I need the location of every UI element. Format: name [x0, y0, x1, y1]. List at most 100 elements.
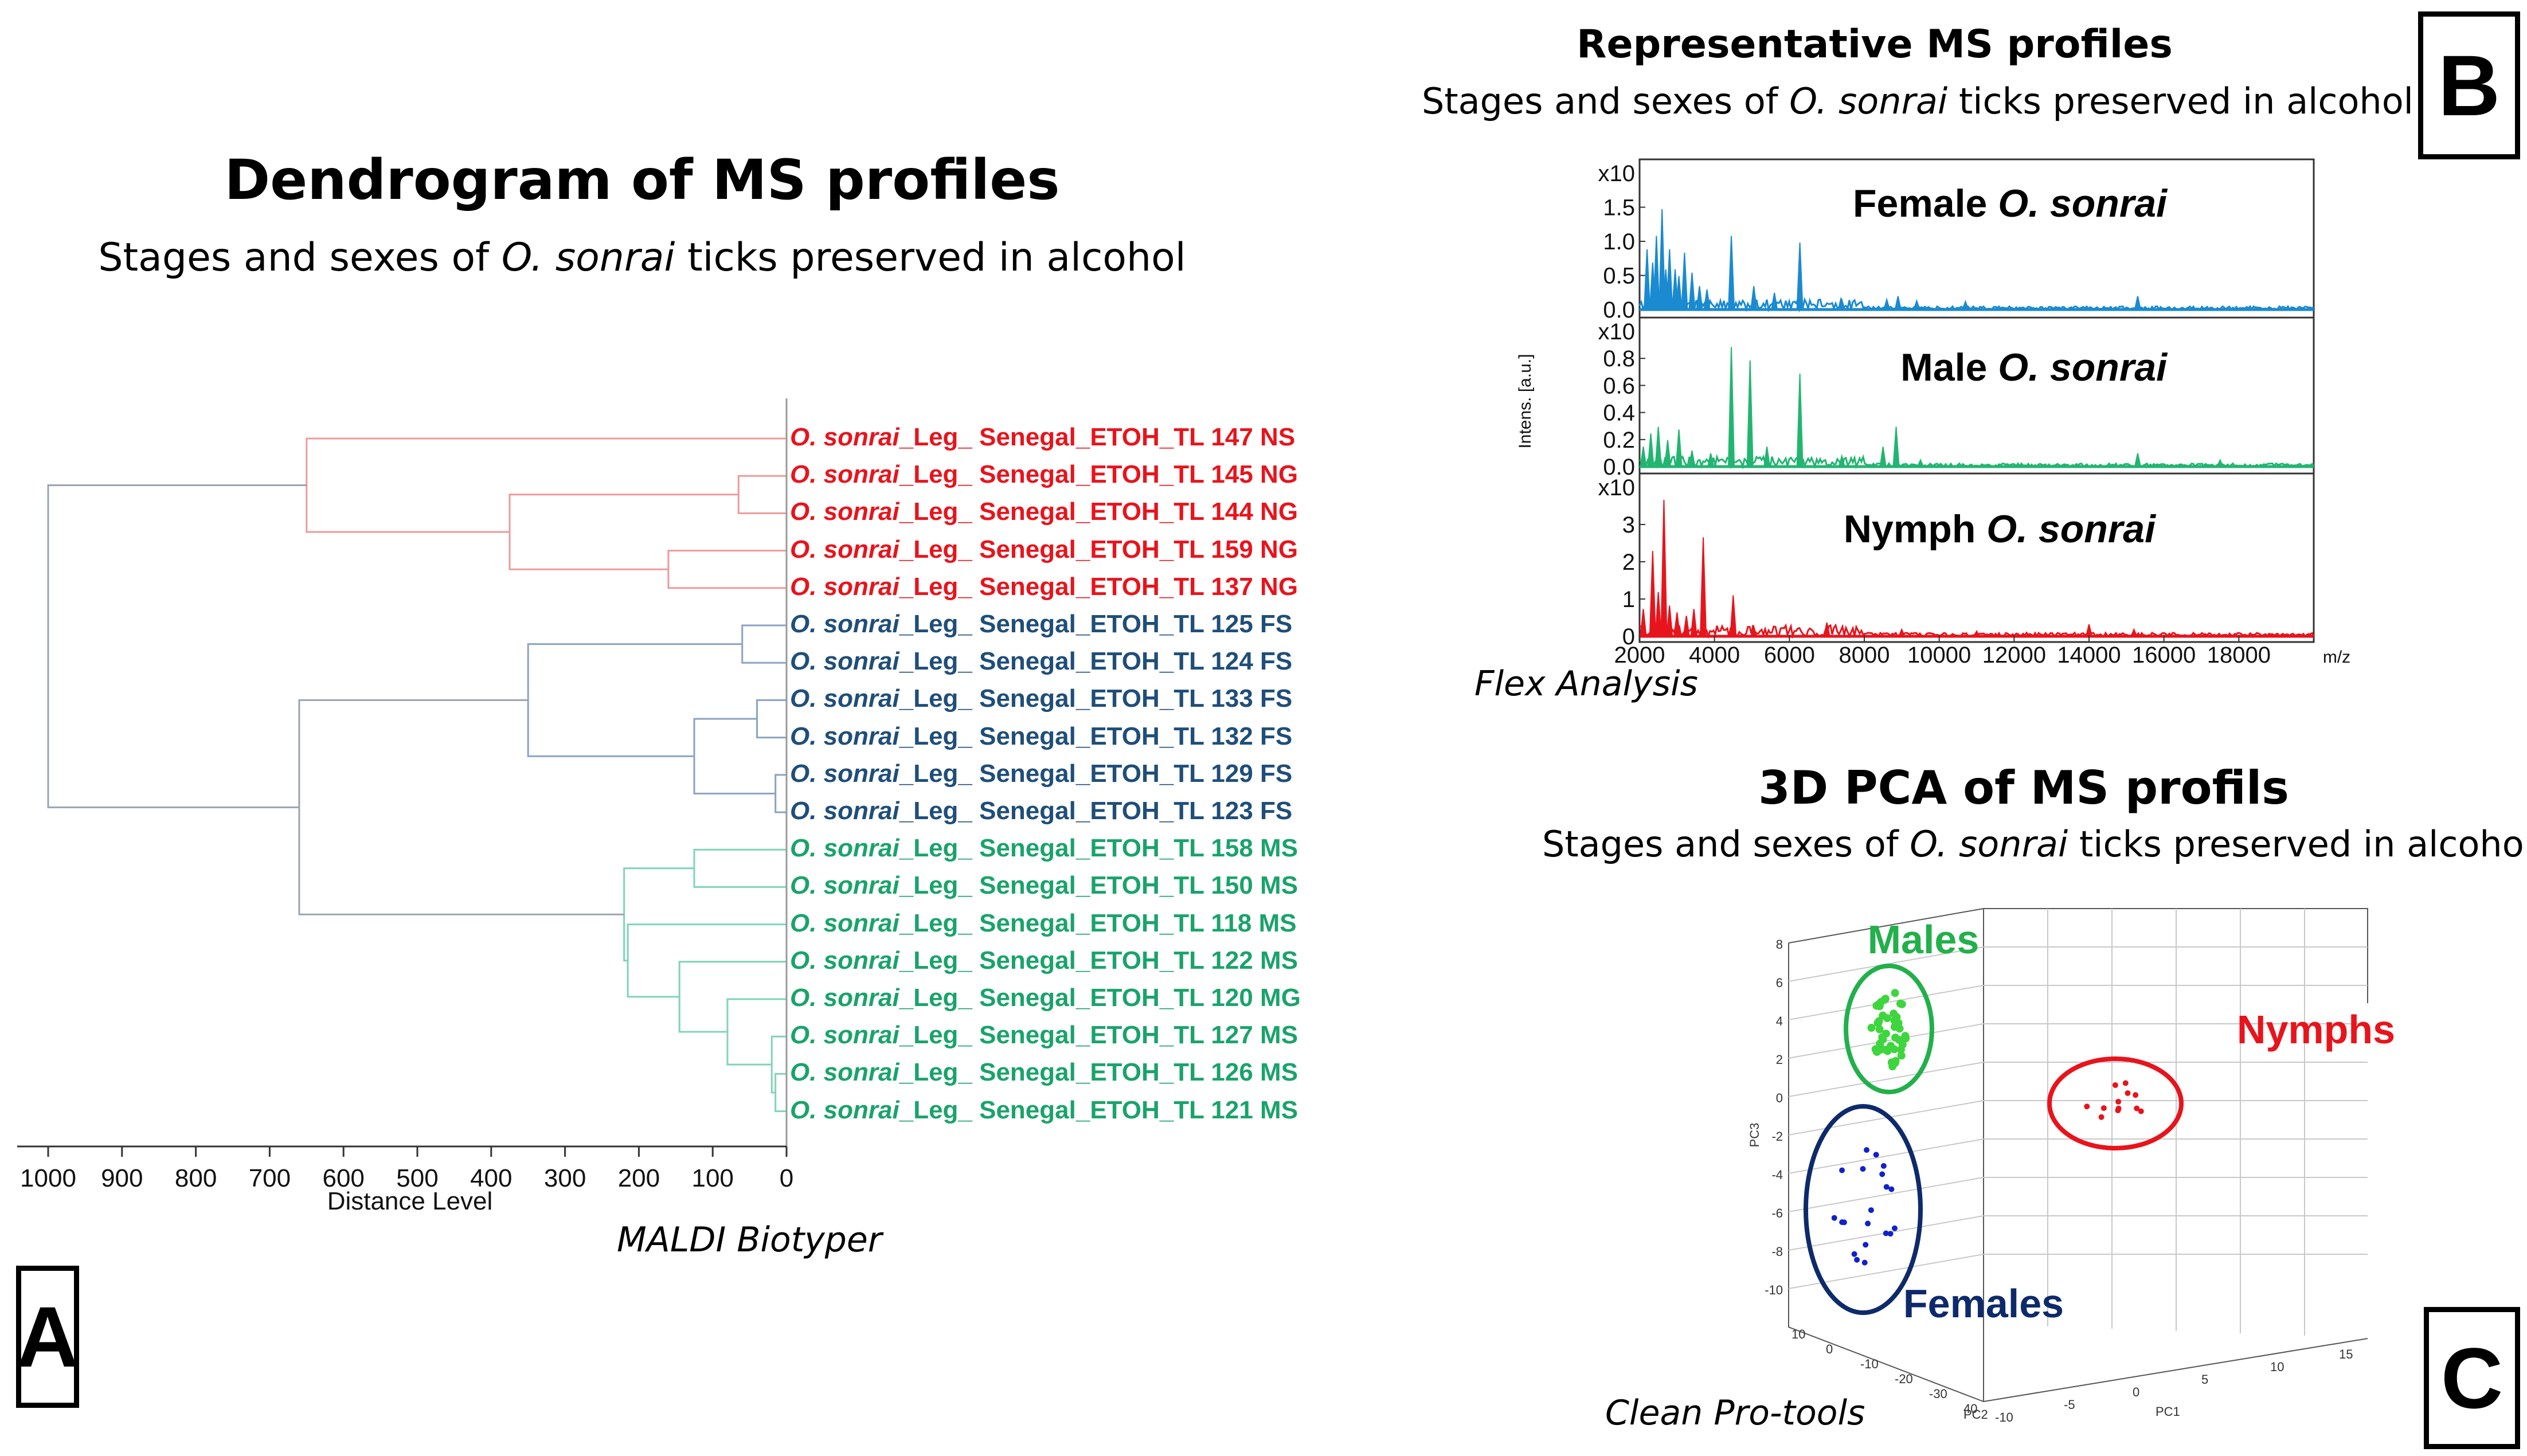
dendrogram-tick-label: 1000 — [20, 1164, 76, 1192]
spectra-x-tick-label: 8000 — [1839, 643, 1890, 668]
dendrogram-link — [770, 1035, 787, 1094]
panel-b-subtitle-post: ticks preserved in alcohol — [1947, 80, 2413, 122]
spectrum-series-name: Female — [1853, 182, 1998, 225]
dendrogram-link — [774, 1073, 787, 1113]
spectrum-peak — [1898, 628, 1906, 637]
pca-point — [1865, 1220, 1871, 1227]
dendrogram-link — [623, 867, 694, 962]
pca-y-tick: -8 — [1771, 1244, 1783, 1259]
pca-depth-tick: -20 — [1895, 1372, 1913, 1386]
pca-y-tick: 8 — [1776, 937, 1783, 952]
pca-axis-label: PC1 — [2156, 1404, 2180, 1419]
dendrogram-link — [627, 923, 787, 998]
spectra-x-tick-label: 10000 — [1907, 643, 1971, 668]
leaf-sample-id: _Leg_ Senegal_ETOH_TL 144 NG — [899, 498, 1298, 526]
pca-point — [2115, 1107, 2121, 1114]
pca-point — [2122, 1080, 2129, 1086]
dendrogram-leaf-label: O. sonrai_Leg_ Senegal_ETOH_TL 122 MS — [790, 948, 1298, 973]
pca-group-ellipse — [1804, 1104, 1923, 1315]
dendrogram-link — [298, 699, 624, 915]
pca-point — [1890, 1045, 1899, 1054]
spectrum-peak — [1707, 453, 1715, 467]
spectrum-peak — [1673, 612, 1681, 637]
leaf-species: O. sonrai — [790, 834, 899, 863]
spectrum-baseline — [1638, 296, 2314, 313]
pca-point — [1902, 1034, 1910, 1043]
pca-point — [2115, 1098, 2122, 1105]
spectrum-peak — [1730, 595, 1737, 637]
pca-point — [1891, 1225, 1898, 1231]
pca-point — [1860, 1166, 1866, 1172]
leaf-sample-id: _Leg_ Senegal_ETOH_TL 150 MS — [899, 871, 1298, 900]
dendrogram-tick-label: 800 — [175, 1164, 217, 1192]
spectra-x-tick-label: 14000 — [2057, 643, 2121, 668]
spectra-x-tick-label: 12000 — [1982, 643, 2046, 668]
pca-depth-tick: 40 — [1963, 1402, 1977, 1416]
dendrogram-leaf-label: O. sonrai_Leg_ Senegal_ETOH_TL 137 NG — [790, 574, 1298, 600]
dendrogram-link — [306, 437, 787, 533]
spectrum-series-label: Female O. sonrai — [1853, 182, 2168, 225]
pca-group-label: Males — [1868, 917, 1980, 962]
pca-point — [1880, 1163, 1887, 1169]
pca-point — [1891, 989, 1899, 997]
leaf-sample-id: _Leg_ Senegal_ETOH_TL 120 MG — [899, 984, 1301, 1012]
dendrogram-leaf-label: O. sonrai_Leg_ Senegal_ETOH_TL 127 MS — [790, 1023, 1298, 1048]
dendrogram-link — [741, 624, 787, 664]
dendrogram-leaf-label: O. sonrai_Leg_ Senegal_ETOH_TL 147 NS — [790, 425, 1295, 450]
dendrogram-leaf-label: O. sonrai_Leg_ Senegal_ETOH_TL 123 FS — [790, 799, 1292, 824]
spectra-y-tick: 0.6 — [1603, 373, 1635, 398]
dendrogram-link — [774, 774, 787, 813]
spectrum-peak — [2134, 296, 2141, 310]
spectrum-peak — [2216, 458, 2224, 467]
dendrogram-tick-label: 200 — [618, 1164, 660, 1192]
spectrum-peak — [1728, 236, 1735, 310]
panel-a-subtitle-post: ticks preserved in alcohol — [675, 235, 1186, 280]
spectra-x-tick-label: 18000 — [2207, 643, 2271, 668]
leaf-sample-id: _Leg_ Senegal_ETOH_TL 129 FS — [899, 759, 1293, 788]
spectra-y-tick: x10 — [1598, 475, 1636, 500]
panel-a-subtitle: Stages and sexes of O. sonrai ticks pres… — [0, 235, 1284, 280]
pca-group-label: Females — [1903, 1281, 2064, 1326]
spectrum-series-species: O. sonrai — [1986, 507, 2157, 551]
pca-pc1-tick: -5 — [2064, 1398, 2075, 1412]
pca-point — [1872, 1001, 1881, 1010]
pca-pc1-tick: 15 — [2339, 1347, 2353, 1361]
panel-c-subtitle-post: ticks preserved in alcohol — [2068, 823, 2527, 865]
leaf-species: O. sonrai — [790, 759, 899, 788]
dendrogram-leaf-label: O. sonrai_Leg_ Senegal_ETOH_TL 118 MS — [790, 910, 1297, 936]
dendrogram-leaf-label: O. sonrai_Leg_ Senegal_ETOH_TL 159 NG — [790, 537, 1298, 562]
spectrum-peak — [1917, 458, 1924, 467]
dendrogram-leaf-label: O. sonrai_Leg_ Senegal_ETOH_TL 120 MG — [790, 985, 1301, 1011]
dendrogram-link — [693, 848, 787, 888]
spectra-frame — [1638, 158, 2315, 643]
leaf-sample-id: _Leg_ Senegal_ETOH_TL 124 FS — [899, 647, 1293, 676]
dendrogram-tick-label: 500 — [396, 1164, 438, 1192]
pca-point — [1879, 1171, 1886, 1177]
spectrum-peak — [1894, 296, 1902, 310]
dendrogram-link — [47, 484, 307, 808]
dendrogram-tick-label: 900 — [101, 1164, 143, 1192]
leaf-sample-id: _Leg_ Senegal_ETOH_TL 121 MS — [899, 1095, 1298, 1124]
spectra-y-tick: 2 — [1622, 550, 1635, 575]
dendrogram-leaf-label: O. sonrai_Leg_ Senegal_ETOH_TL 145 NG — [790, 462, 1298, 487]
spectrum-peak — [1666, 605, 1673, 637]
pca-point — [1891, 1034, 1900, 1042]
leaf-species: O. sonrai — [790, 572, 899, 601]
pca-point — [2084, 1103, 2090, 1110]
pca-point — [2134, 1105, 2140, 1111]
spectrum-peak — [1750, 625, 1758, 637]
spectrum-peak — [1796, 373, 1804, 467]
pca-point — [2133, 1092, 2139, 1098]
panel-b-software: Flex Analysis — [1474, 664, 1698, 704]
spectra-y-tick: x10 — [1598, 161, 1636, 186]
pca-group-ellipse — [2047, 1056, 2184, 1150]
leaf-sample-id: _Leg_ Senegal_ETOH_TL 125 FS — [899, 610, 1293, 638]
dendrogram-link — [726, 998, 787, 1066]
leaf-sample-id: _Leg_ Senegal_ETOH_TL 133 FS — [899, 684, 1293, 713]
dendrogram-leaf-label: O. sonrai_Leg_ Senegal_ETOH_TL 124 FS — [790, 649, 1292, 674]
ms-spectra-chart: Intens. [a.u.] x10 1.5 1.0 0.5 0.0 Female O. s… — [1516, 158, 2350, 668]
pca-point — [1873, 1152, 1879, 1158]
spectrum-peak — [1771, 292, 1778, 310]
pca-point — [1868, 1207, 1874, 1214]
dendrogram-tick-label: 600 — [322, 1164, 364, 1192]
